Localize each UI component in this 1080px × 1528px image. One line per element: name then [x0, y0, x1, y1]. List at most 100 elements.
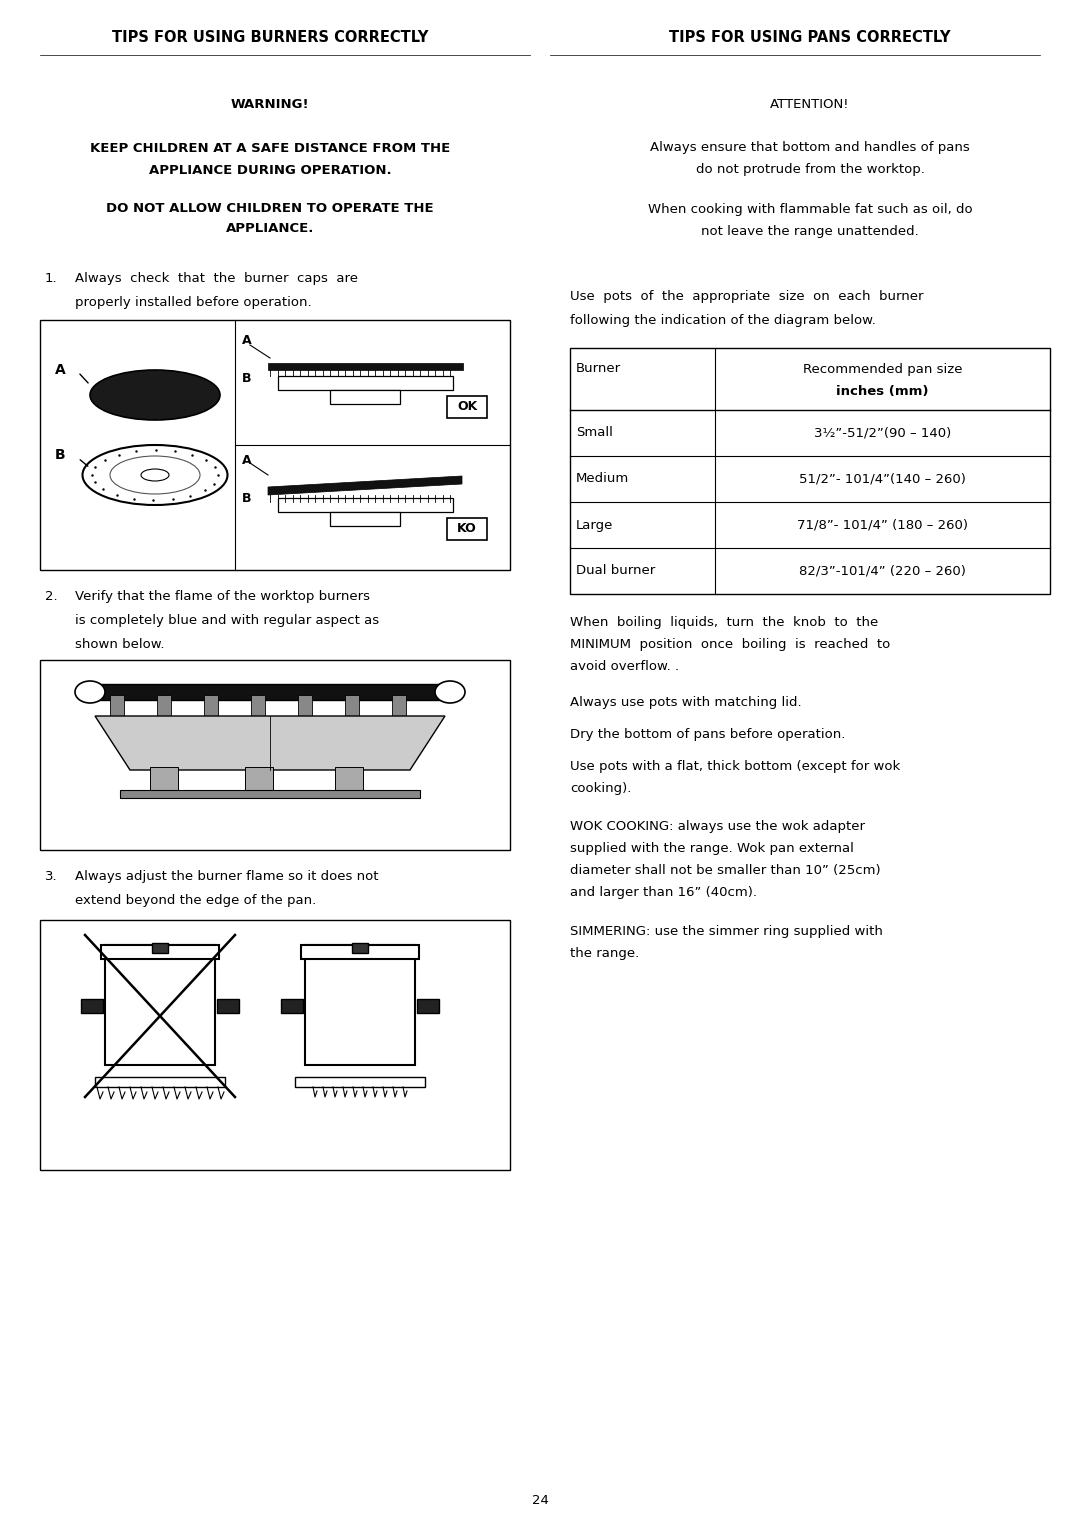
Text: Medium: Medium [576, 472, 630, 486]
Bar [345, 695, 359, 720]
Bar [295, 1077, 426, 1086]
Text: TIPS FOR USING PANS CORRECTLY: TIPS FOR USING PANS CORRECTLY [670, 31, 950, 46]
Text: APPLIANCE.: APPLIANCE. [226, 222, 314, 234]
Ellipse shape [90, 370, 220, 420]
Text: Recommended pan size: Recommended pan size [802, 364, 962, 376]
Bar [204, 695, 218, 720]
Text: Dry the bottom of pans before operation.: Dry the bottom of pans before operation. [570, 727, 846, 741]
Polygon shape [95, 717, 445, 770]
Bar [95, 1077, 225, 1086]
Bar [245, 767, 273, 795]
Bar [392, 695, 406, 720]
Text: TIPS FOR USING BURNERS CORRECTLY: TIPS FOR USING BURNERS CORRECTLY [112, 31, 428, 46]
Text: WOK COOKING: always use the wok adapter: WOK COOKING: always use the wok adapter [570, 821, 865, 833]
Bar [330, 390, 400, 403]
Text: inches (mm): inches (mm) [836, 385, 929, 399]
Text: the range.: the range. [570, 947, 639, 960]
Text: Use pots with a flat, thick bottom (except for wok: Use pots with a flat, thick bottom (exce… [570, 759, 901, 773]
Text: extend beyond the edge of the pan.: extend beyond the edge of the pan. [75, 894, 316, 908]
Bar [305, 944, 415, 1065]
Text: Dual burner: Dual burner [576, 564, 656, 578]
Text: ATTENTION!: ATTENTION! [770, 98, 850, 112]
Text: 24: 24 [531, 1493, 549, 1507]
Text: 71/8”- 101/4” (180 – 260): 71/8”- 101/4” (180 – 260) [797, 518, 968, 532]
Text: Use  pots  of  the  appropriate  size  on  each  burner: Use pots of the appropriate size on each… [570, 290, 923, 303]
Text: A: A [242, 333, 252, 347]
Text: OK: OK [457, 400, 477, 414]
Ellipse shape [435, 681, 465, 703]
Text: DO NOT ALLOW CHILDREN TO OPERATE THE: DO NOT ALLOW CHILDREN TO OPERATE THE [106, 202, 434, 214]
Ellipse shape [82, 445, 228, 504]
Text: Small: Small [576, 426, 612, 440]
Bar [102, 944, 219, 960]
Text: do not protrude from the worktop.: do not protrude from the worktop. [696, 163, 924, 177]
Text: KEEP CHILDREN AT A SAFE DISTANCE FROM THE: KEEP CHILDREN AT A SAFE DISTANCE FROM TH… [90, 142, 450, 154]
Bar [330, 512, 400, 526]
Text: Always use pots with matching lid.: Always use pots with matching lid. [570, 695, 801, 709]
Bar [110, 695, 124, 720]
Text: Always ensure that bottom and handles of pans: Always ensure that bottom and handles of… [650, 142, 970, 154]
Bar [335, 767, 363, 795]
Ellipse shape [110, 455, 200, 494]
Text: A: A [242, 454, 252, 466]
Text: 82/3”-101/4” (220 – 260): 82/3”-101/4” (220 – 260) [799, 564, 966, 578]
Bar [298, 695, 312, 720]
Text: 2.: 2. [45, 590, 57, 604]
Bar [268, 364, 463, 370]
Text: KO: KO [457, 523, 477, 535]
Text: supplied with the range. Wok pan external: supplied with the range. Wok pan externa… [570, 842, 854, 856]
Text: and larger than 16” (40cm).: and larger than 16” (40cm). [570, 886, 757, 898]
Text: MINIMUM  position  once  boiling  is  reached  to: MINIMUM position once boiling is reached… [570, 639, 890, 651]
Text: A: A [55, 364, 66, 377]
Bar [105, 944, 215, 1065]
Text: B: B [55, 448, 66, 461]
Text: When cooking with flammable fat such as oil, do: When cooking with flammable fat such as … [648, 203, 972, 217]
Bar [157, 695, 171, 720]
Text: Always  check  that  the  burner  caps  are: Always check that the burner caps are [75, 272, 357, 286]
Ellipse shape [141, 469, 168, 481]
Text: 3.: 3. [45, 869, 57, 883]
Bar [251, 695, 265, 720]
Text: When  boiling  liquids,  turn  the  knob  to  the: When boiling liquids, turn the knob to t… [570, 616, 878, 630]
Text: WARNING!: WARNING! [231, 98, 309, 112]
Text: B: B [242, 492, 252, 504]
Text: shown below.: shown below. [75, 639, 164, 651]
Text: properly installed before operation.: properly installed before operation. [75, 296, 312, 309]
Bar [278, 498, 453, 512]
Text: diameter shall not be smaller than 10” (25cm): diameter shall not be smaller than 10” (… [570, 863, 880, 877]
Bar [570, 348, 1050, 594]
Bar [281, 999, 303, 1013]
Bar [81, 999, 103, 1013]
Text: avoid overflow. .: avoid overflow. . [570, 660, 679, 672]
Bar [352, 943, 368, 953]
Bar [278, 376, 453, 390]
Bar [417, 999, 438, 1013]
Text: B: B [242, 371, 252, 385]
Bar [90, 685, 450, 700]
Bar [40, 660, 510, 850]
Bar [447, 518, 487, 539]
Text: not leave the range unattended.: not leave the range unattended. [701, 226, 919, 238]
Text: 3½”-51/2”(90 – 140): 3½”-51/2”(90 – 140) [814, 426, 951, 440]
Text: 1.: 1. [45, 272, 57, 286]
Text: Verify that the flame of the worktop burners: Verify that the flame of the worktop bur… [75, 590, 370, 604]
Bar [217, 999, 239, 1013]
Bar [152, 943, 168, 953]
Bar [120, 790, 420, 798]
Bar [40, 319, 510, 570]
Bar [301, 944, 419, 960]
Text: Large: Large [576, 518, 613, 532]
Text: 51/2”- 101/4”(140 – 260): 51/2”- 101/4”(140 – 260) [799, 472, 966, 486]
Polygon shape [268, 477, 462, 495]
Text: APPLIANCE DURING OPERATION.: APPLIANCE DURING OPERATION. [149, 163, 391, 177]
Bar [40, 920, 510, 1170]
Text: cooking).: cooking). [570, 782, 632, 795]
Text: is completely blue and with regular aspect as: is completely blue and with regular aspe… [75, 614, 379, 626]
Text: Burner: Burner [576, 362, 621, 374]
Ellipse shape [75, 681, 105, 703]
Bar [150, 767, 178, 795]
Text: following the indication of the diagram below.: following the indication of the diagram … [570, 313, 876, 327]
Text: SIMMERING: use the simmer ring supplied with: SIMMERING: use the simmer ring supplied … [570, 924, 882, 938]
Bar [447, 396, 487, 419]
Text: Always adjust the burner flame so it does not: Always adjust the burner flame so it doe… [75, 869, 378, 883]
